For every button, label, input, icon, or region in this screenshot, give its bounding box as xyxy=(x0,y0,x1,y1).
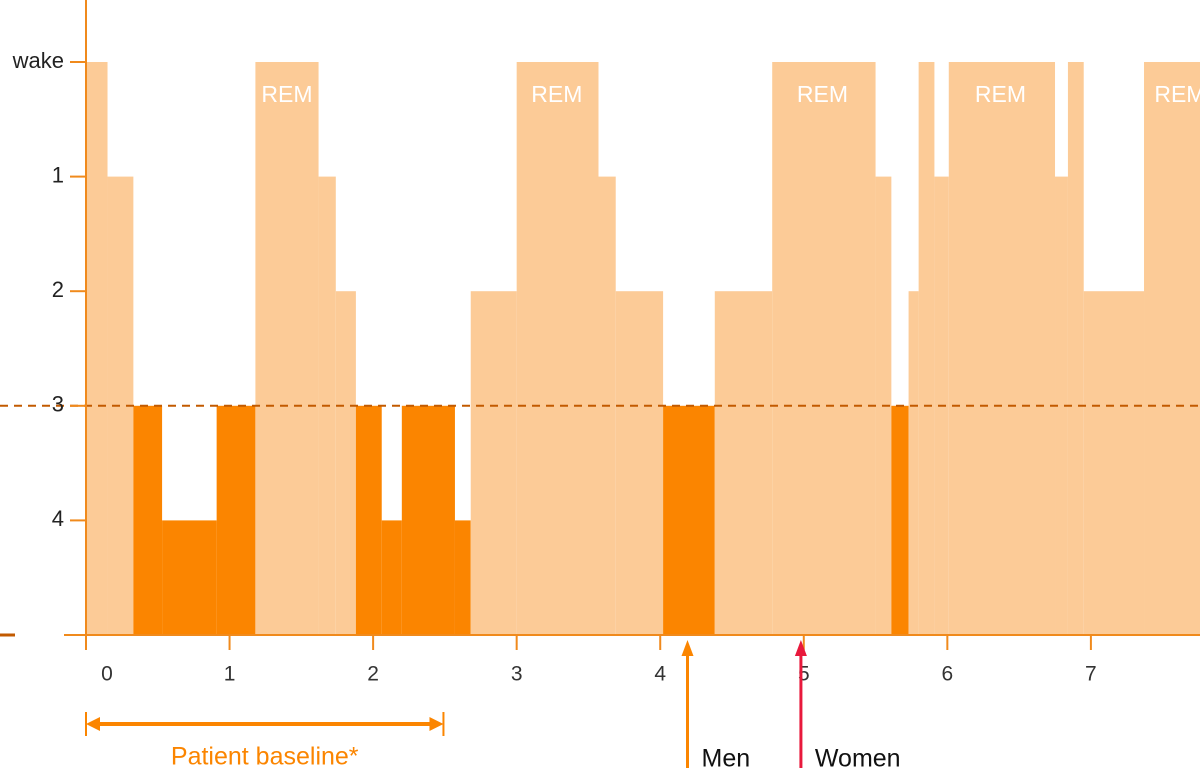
y-tick-label: 4 xyxy=(52,506,64,531)
rem-label: REM xyxy=(797,81,848,107)
y-tick-label: 1 xyxy=(52,162,64,187)
x-tick-label: 5 xyxy=(798,663,810,686)
stage-segment xyxy=(470,291,517,635)
stage-segment xyxy=(454,520,471,635)
stage-segment xyxy=(615,291,664,635)
x-tick-label: 3 xyxy=(511,663,523,686)
x-tick-label: 7 xyxy=(1085,663,1097,686)
x-tick-label: 4 xyxy=(654,663,666,686)
stage-segment xyxy=(516,62,599,635)
stage-segment xyxy=(1055,176,1068,635)
rem-label: REM xyxy=(531,81,582,107)
baseline-head-left xyxy=(86,717,100,731)
marker-arrowhead xyxy=(794,640,807,656)
rem-label: REM xyxy=(975,81,1026,107)
y-tick-label: wake xyxy=(12,48,64,73)
rem-label: REM xyxy=(1154,81,1200,107)
stage-segment xyxy=(86,62,108,635)
stage-segment xyxy=(162,520,217,635)
rem-label: REM xyxy=(261,81,312,107)
marker-arrowhead xyxy=(681,640,694,656)
x-tick-label: 6 xyxy=(941,663,953,686)
marker-label: Women xyxy=(815,745,901,772)
stage-segment xyxy=(1067,62,1084,635)
stage-segment xyxy=(891,405,909,635)
x-tick-label: 2 xyxy=(367,663,379,686)
stage-segment xyxy=(918,62,935,635)
stage-segment xyxy=(401,405,455,635)
stage-segment xyxy=(216,405,256,635)
stage-segment xyxy=(1144,62,1200,635)
stage-segment xyxy=(355,405,382,635)
y-tick-label: 2 xyxy=(52,277,64,302)
baseline-head-right xyxy=(429,717,444,731)
baseline-label: Patient baseline* xyxy=(171,743,359,771)
stage-segment xyxy=(714,291,773,635)
stage-segment xyxy=(335,291,356,635)
stage-segment xyxy=(255,62,319,635)
marker-label: Men xyxy=(702,745,751,772)
stage-segment xyxy=(133,405,163,635)
y-tick-label: 3 xyxy=(52,392,64,417)
stage-segment xyxy=(908,291,919,635)
x-tick-label: 0 xyxy=(101,663,113,686)
stage-segment xyxy=(663,405,715,635)
stage-segment xyxy=(948,62,1056,635)
x-tick-label: 1 xyxy=(224,663,236,686)
stage-segment xyxy=(381,520,402,635)
stage-segment xyxy=(772,62,876,635)
stage-segment xyxy=(1083,291,1145,635)
